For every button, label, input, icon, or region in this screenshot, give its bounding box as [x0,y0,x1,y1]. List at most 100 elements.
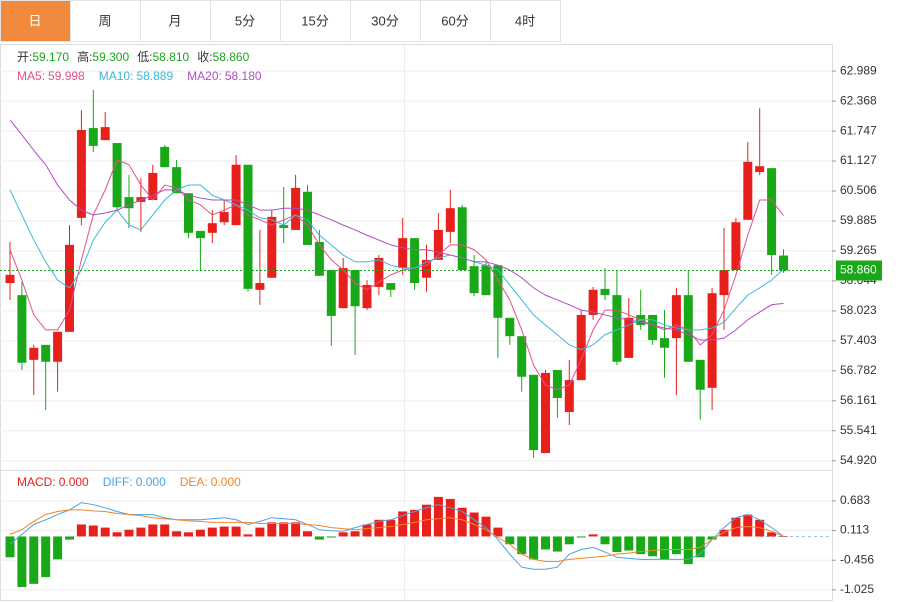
tab[interactable] [420,0,491,42]
macd-bar [184,532,193,537]
tab-label[interactable]: 5分 [235,13,255,28]
macd-bar [326,536,336,538]
candle-body [410,238,420,284]
info-value: 58.810 [152,50,189,64]
macd-bar [648,536,658,557]
macd-bar [600,536,610,545]
macd-bar [588,534,598,537]
candle-body [243,164,253,289]
candle-body [493,265,503,318]
candle-body [362,284,372,309]
macd-bar [683,536,693,565]
candle-body [17,295,27,363]
candle-body [338,268,348,309]
info-sep: : [209,50,212,64]
candle-body [588,289,598,315]
candle-body [100,127,110,141]
y-tick-label: 0.683 [840,493,870,507]
indicator-line [9,502,784,570]
candle-body [576,314,586,381]
macd-bar [41,536,51,578]
candle-body [505,317,515,337]
info-value: 58.860 [213,50,250,64]
tab-label[interactable]: 周 [98,13,111,28]
candle-body [457,207,467,271]
macd-bar [493,527,503,537]
candle-body [541,372,550,454]
macd-bar [398,511,408,537]
macd-bar [303,531,312,537]
candle-body [207,223,217,233]
y-tick-label: 61.127 [840,153,877,167]
candle-body [517,336,527,377]
tab[interactable] [140,0,211,42]
tab-label[interactable]: 日 [28,13,41,28]
macd-bar [255,527,265,537]
y-tick-label: 0.113 [840,523,869,537]
legend-value: 58.889 [136,69,173,83]
info-sep: : [149,50,152,64]
macd-bar [88,525,98,537]
candle-body [41,344,51,362]
tab-label[interactable]: 4时 [515,13,535,28]
candle-body [552,369,562,398]
macd-bar [267,522,277,537]
candle-body [160,146,170,168]
tab-label[interactable]: 30分 [371,13,398,28]
macd-bar [386,519,396,537]
macd-bar [207,527,217,537]
candle-body [564,380,574,412]
tab[interactable] [490,0,561,42]
tab-label[interactable]: 60分 [441,13,468,28]
macd-bar [576,536,586,538]
candle-body [529,374,539,451]
macd-bar [76,524,86,537]
candle-body [683,295,693,362]
candle-body [719,270,729,296]
tab[interactable] [210,0,281,42]
macd-bar [779,536,788,537]
tab[interactable] [280,0,351,42]
candle-body [314,242,324,276]
candle-body [743,161,753,220]
macd-bar [148,524,158,537]
candle-body [195,230,205,239]
candle-body [279,225,289,229]
candle-body [767,168,777,256]
macd-bar [410,509,420,537]
candle-body [255,283,265,290]
legend-value: 59.998 [48,69,85,83]
macd-bar [517,536,527,555]
candle-body [671,295,681,339]
candle-body [398,238,408,269]
legend-value: 58.180 [225,69,262,83]
tab[interactable] [0,0,71,42]
macd-bar [624,536,634,551]
legend-name: DIFF [103,475,130,489]
macd-bar [112,532,122,537]
macd-bar [195,529,205,537]
candle-body [695,359,705,390]
macd-bar [136,527,146,537]
candle-body [433,229,443,260]
y-tick-label: 55.541 [840,423,877,437]
candle-body [624,317,634,358]
legend-sep: : [204,475,207,489]
y-tick-label: 56.782 [840,363,877,377]
candle-body [124,197,134,209]
candle-body [350,270,360,307]
candle-body [469,266,479,294]
candle-body [112,143,122,208]
y-tick-label: 56.161 [840,393,877,407]
tab-label[interactable]: 月 [168,13,181,28]
macd-bar [219,526,229,537]
macd-bar [362,524,372,537]
y-tick-label: 54.920 [840,453,877,467]
info-value: 59.170 [32,50,69,64]
macd-bar [422,504,431,537]
macd-bar [552,536,562,552]
tab-label[interactable]: 15分 [301,13,328,28]
legend-sep: : [129,475,132,489]
tab[interactable] [350,0,421,42]
y-tick-label: 62.989 [840,63,877,77]
